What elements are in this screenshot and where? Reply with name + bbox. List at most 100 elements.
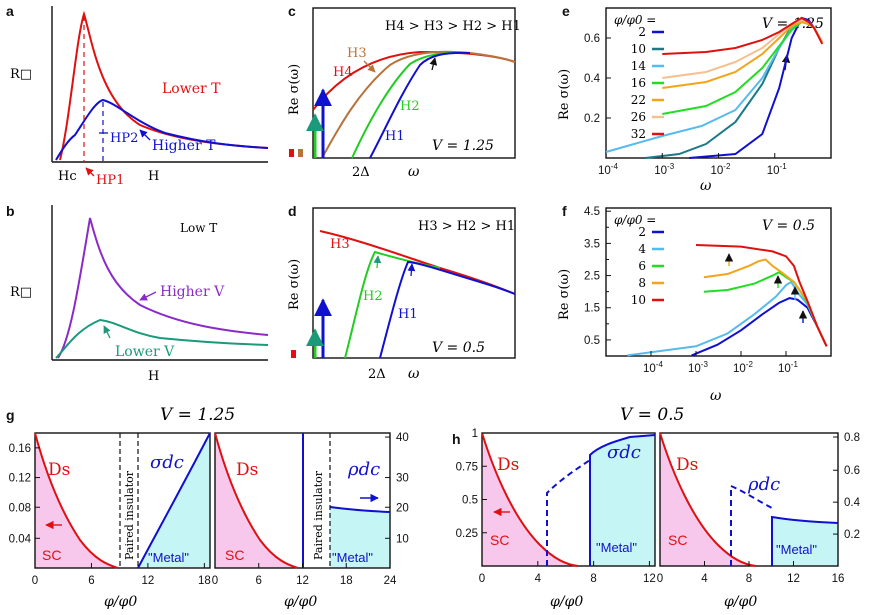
label-h-left-ds: Ds <box>497 455 519 475</box>
legend-label-e-26: 26 <box>631 110 646 124</box>
xtick-label-e-10-3: 10-3 <box>654 162 674 177</box>
frame-f <box>605 207 832 357</box>
panel-f: f Re σ(ω) φ/φ0 = V = 0.5 ω 2 4 6 8 10 0.5 1.5 2… <box>557 203 832 404</box>
panel-a: a R□ Lower T Higher T HP2 Hc HP1 H <box>6 3 269 188</box>
xtick-label-g-left-18: 18 <box>198 575 211 587</box>
label-h-right-rho: ρdc <box>747 474 780 495</box>
area-g-right-metal <box>330 507 390 568</box>
label-a-higher-t: Higher T <box>152 138 216 154</box>
area-h-right-metal <box>772 517 838 566</box>
ytick-label-g-right-40: 40 <box>396 432 409 444</box>
label-g-left-metal: "Metal" <box>148 550 189 565</box>
frame-g-left <box>34 432 211 569</box>
curve-g-right-rho <box>329 506 391 513</box>
label-g-right-ds: Ds <box>236 460 258 480</box>
series-line-e-2 <box>689 16 824 159</box>
xlabel-c: ω <box>408 164 420 180</box>
series-line-f-10 <box>695 244 828 347</box>
curve-b-lower-v <box>55 318 269 359</box>
label-g-left-sigma: σdc <box>150 452 184 473</box>
arrow-b-higher <box>139 291 157 301</box>
curve-h-left-sigma-dashed <box>546 459 591 566</box>
area-h-right-sc <box>660 433 756 566</box>
label-g-right-metal: "Metal" <box>332 550 373 565</box>
ytick-label-g-left-0.12: 0.12 <box>9 473 31 485</box>
ytick-label-g-left-0.04: 0.04 <box>9 533 32 545</box>
label-h-left-metal: "Metal" <box>596 540 637 555</box>
xtick-label-h-right-16: 16 <box>832 573 845 585</box>
h-right-yticks: 0.2 0.4 0.6 0.8 <box>833 432 861 541</box>
arrow-a-hp1 <box>85 167 95 177</box>
panel-label-a: a <box>6 3 14 19</box>
ytick-label-f-4.5: 4.5 <box>584 206 600 218</box>
label-d-h2: H2 <box>363 289 383 304</box>
legend-label-e-22: 22 <box>631 93 646 107</box>
panel-g: g V = 1.25 Paired insulator Ds SC σdc "M… <box>6 405 409 610</box>
panel-label-b: b <box>6 203 15 219</box>
ytick-label-g-right-30: 30 <box>396 473 409 485</box>
series-line-e-10 <box>645 18 824 159</box>
curve-h-left-ds <box>481 432 579 567</box>
xtick-label-g-right-0: 0 <box>212 575 218 587</box>
xtick-label-g-right-12: 12 <box>296 575 309 587</box>
ytick-label-f-3.5: 3.5 <box>584 238 600 250</box>
marker-c-brown <box>298 149 303 157</box>
legend-label-f-2: 2 <box>638 225 646 239</box>
xtick-label-g-left-0: 0 <box>32 575 38 587</box>
marker-d-red <box>291 350 296 358</box>
panel-c: c Re σ(ω) H4 > H3 > H2 > H1 H4 H3 H2 H1 … <box>287 3 521 180</box>
ytick-label-g-left-0.16: 0.16 <box>9 443 31 455</box>
condition-c: H4 > H3 > H2 > H1 <box>385 19 521 34</box>
panel-b: b R□ Low T Higher V Lower V H <box>6 203 269 384</box>
label-c-h4: H4 <box>333 65 353 80</box>
ylabel-a: R□ <box>10 67 32 82</box>
xtick-label-h-right-8: 8 <box>746 573 752 585</box>
area-g-left-sc <box>35 433 118 568</box>
ytick-label-g-right-20: 20 <box>396 502 409 514</box>
label-c-h2: H2 <box>400 99 420 114</box>
xtick-label-f-10-4: 10-4 <box>643 360 663 375</box>
xtick-a-hc: Hc <box>58 169 77 184</box>
title-h: V = 0.5 <box>620 405 684 425</box>
label-a-lower-t: Lower T <box>162 81 221 97</box>
title-g: V = 1.25 <box>160 405 235 425</box>
legend-label-f-8: 8 <box>638 276 646 290</box>
ytick-label-f-1.5: 1.5 <box>584 303 600 315</box>
g-left-xticks: 0 6 12 18 <box>32 563 211 587</box>
xlabel-h-left: φ/φ0 <box>550 594 583 610</box>
legend-label-e-14: 14 <box>631 59 647 73</box>
curve-h-right-rho <box>771 515 839 566</box>
xtick-label-h-right-4: 4 <box>701 573 708 585</box>
arrow-d-h2 <box>373 255 382 269</box>
xtick-label-h-left-8: 8 <box>590 573 596 585</box>
xlabel-f: ω <box>710 388 722 404</box>
curve-d-h2 <box>344 250 441 359</box>
label-a-hp2: HP2 <box>110 131 138 146</box>
xlabel-g-left: φ/φ0 <box>104 594 137 610</box>
xtick-label-h-right-0: 0 <box>657 573 663 585</box>
xlabel-d: ω <box>408 366 420 382</box>
curve-b-higher-v <box>57 217 269 359</box>
g-right-yticks: 10 20 30 40 <box>385 432 409 545</box>
area-h-left-sc <box>482 433 578 566</box>
ytick-label-h-right-0.6: 0.6 <box>844 465 860 477</box>
ytick-label-e-0.2: 0.2 <box>584 113 600 125</box>
label-g-right-paired: Paired insulator <box>312 470 325 560</box>
legend-label-e-2: 2 <box>638 25 646 39</box>
area-g-left-metal <box>138 433 210 568</box>
ytick-label-f-2.5: 2.5 <box>584 271 600 283</box>
xtick-c-2delta: 2Δ <box>352 165 370 180</box>
legend-title-f: φ/φ0 = <box>614 213 656 227</box>
xtick-label-h-left-4: 4 <box>535 573 542 585</box>
label-b-lower-v: Lower V <box>115 344 175 360</box>
ytick-label-h-left-0.5: 0.5 <box>462 495 478 507</box>
panel-h: h V = 0.5 Ds SC σdc "Metal" 0.25 0.5 0.75 1… <box>452 405 861 610</box>
xtick-label-e-10-1: 10-1 <box>767 162 787 177</box>
xtick-label-h-right-12: 12 <box>787 573 800 585</box>
panel-label-g: g <box>6 407 15 423</box>
curve-c-h3 <box>321 50 516 159</box>
ytick-label-h-right-0.2: 0.2 <box>844 529 860 541</box>
curve-g-left-sigma <box>137 432 211 569</box>
xtick-label-g-right-18: 18 <box>340 575 353 587</box>
